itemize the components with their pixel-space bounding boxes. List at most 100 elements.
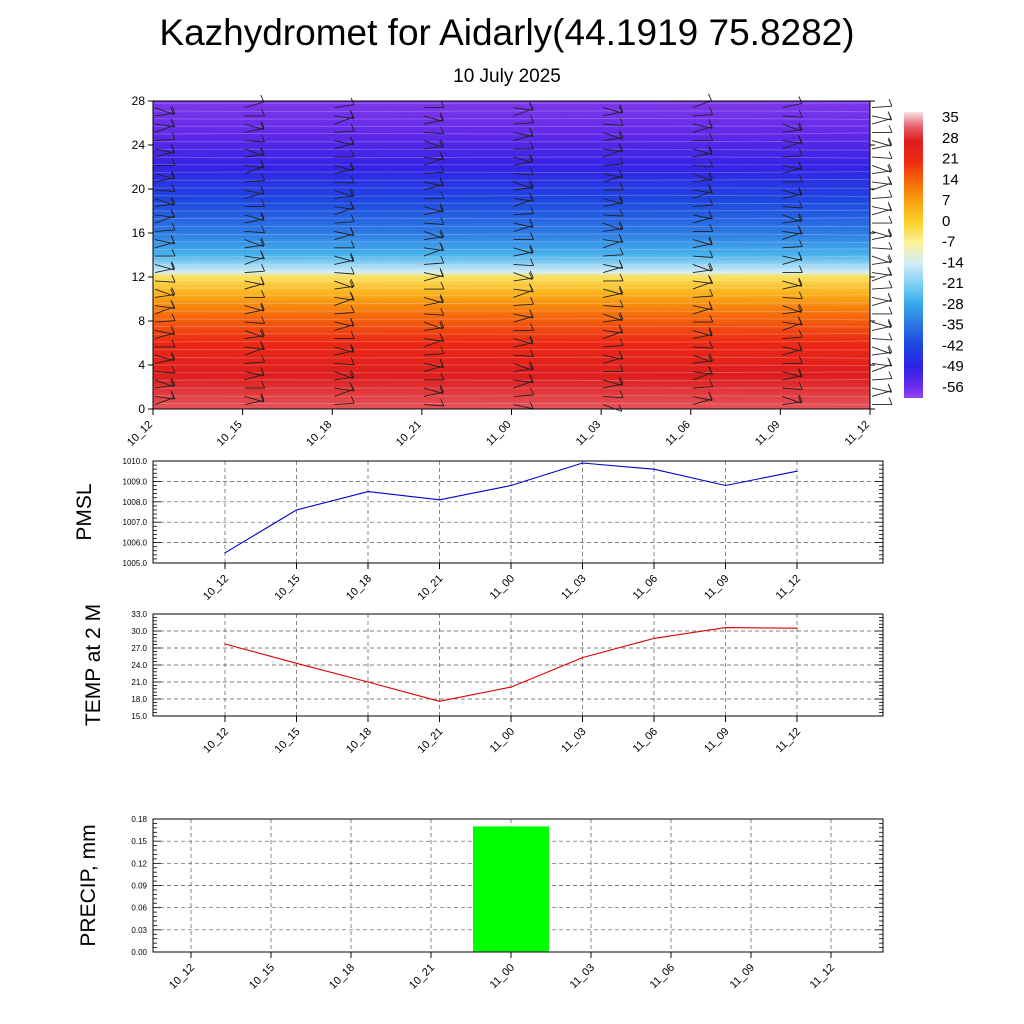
wind-barb	[603, 364, 624, 373]
wind-barb	[692, 121, 713, 129]
isotherm-line	[152, 318, 871, 321]
y-tick-label: 1005.0	[123, 559, 148, 568]
wind-barb	[782, 265, 803, 274]
x-tick-label: 10_12	[201, 726, 231, 756]
wind-barb	[334, 319, 355, 327]
wind-barb	[334, 371, 354, 379]
wind-barb	[603, 338, 624, 348]
y-tick-label: 24.0	[131, 661, 147, 670]
wind-barb	[244, 225, 266, 234]
wind-barb	[692, 185, 714, 194]
y-axis-label: TEMP at 2 M	[82, 604, 105, 726]
x-tick-label: 11_09	[702, 726, 732, 756]
wind-barb	[423, 191, 445, 199]
wind-barb	[513, 375, 534, 384]
wind-barb	[871, 268, 893, 276]
wind-barb	[244, 239, 264, 247]
wind-barb	[513, 141, 534, 150]
wind-barb	[871, 371, 893, 381]
wind-barb	[782, 382, 803, 390]
wind-barb	[154, 132, 176, 142]
wind-barb	[513, 336, 534, 345]
wind-barb	[782, 305, 802, 313]
wind-barb	[782, 96, 803, 109]
x-tick-label: 11_12	[808, 962, 838, 992]
wind-barb	[334, 123, 355, 133]
wind-barb	[334, 202, 355, 210]
wind-barb	[155, 248, 176, 257]
y-tick-label: 0.03	[131, 926, 147, 935]
wind-barb	[692, 211, 713, 220]
wind-barb	[602, 196, 623, 205]
isotherm-line	[152, 332, 871, 335]
y-axis-label: PMSL	[73, 483, 96, 540]
wind-barb	[513, 246, 534, 254]
isotherm-line	[152, 356, 871, 359]
wind-barb	[244, 251, 265, 260]
wind-barb	[244, 290, 266, 298]
wind-barb	[423, 281, 445, 290]
data-point	[224, 643, 226, 645]
x-tick-label: 11_06	[663, 419, 693, 449]
x-tick-label: 11_12	[774, 573, 804, 603]
isotherm-line	[152, 132, 871, 135]
wind-barb	[244, 354, 266, 364]
wind-barb	[603, 235, 624, 243]
y-tick-label: 1010.0	[123, 457, 148, 466]
wind-barb	[244, 199, 266, 208]
wind-barb	[782, 239, 803, 249]
isotherm-line	[152, 148, 871, 151]
wind-barb	[244, 394, 265, 403]
wind-barb	[154, 391, 176, 400]
wind-barb	[244, 368, 265, 377]
precip-bar	[473, 826, 549, 952]
wind-barb	[782, 369, 803, 378]
colorbar-label: -21	[942, 275, 964, 292]
precip-chart: 0.00 0.03 0.06 0.09 0.12 0.15 0.18 10_12 10_15 10…	[77, 815, 884, 992]
isotherm-line	[152, 271, 871, 274]
x-tick-label: 11_12	[843, 419, 873, 449]
isotherm-line	[152, 395, 871, 398]
y-tick-label: 0	[138, 402, 145, 416]
wind-barb	[423, 152, 445, 161]
isotherm-line	[152, 178, 871, 181]
y-tick-label: 16	[132, 226, 146, 240]
isotherm-line	[152, 156, 871, 159]
y-tick-label: 1006.0	[123, 539, 148, 548]
y-tick-label: 1007.0	[123, 518, 148, 527]
wind-barb	[334, 240, 355, 249]
wind-barb	[423, 230, 444, 239]
isotherm-line	[152, 364, 871, 367]
plot-frame	[152, 460, 884, 564]
wind-barb	[603, 118, 624, 126]
wind-barb	[692, 367, 714, 375]
y-tick-label: 30.0	[131, 627, 147, 636]
wind-barb	[334, 111, 355, 120]
wind-barb	[513, 258, 534, 267]
wind-barb	[692, 288, 714, 298]
wind-barb	[244, 316, 266, 324]
wind-barb	[602, 287, 623, 296]
wind-barb	[423, 165, 445, 175]
y-tick-label: 0.09	[131, 882, 147, 891]
wind-barb	[334, 149, 355, 158]
wind-barb	[692, 224, 714, 232]
colorbar-label: 35	[942, 109, 959, 126]
temperature-field	[153, 101, 870, 409]
data-point	[581, 657, 584, 659]
x-tick-label: 11_03	[574, 419, 604, 449]
data-point	[295, 509, 298, 511]
colorbar-label: 28	[942, 130, 959, 147]
wind-barb	[602, 105, 623, 114]
x-tick-label: 11_06	[648, 962, 678, 992]
wind-barb	[423, 360, 444, 368]
wind-barb	[871, 164, 892, 173]
wind-barb	[334, 254, 354, 263]
wind-barb	[782, 253, 803, 261]
x-tick-label: 11_06	[631, 726, 661, 756]
x-tick-label: 10_21	[394, 419, 424, 449]
wind-barb	[334, 137, 355, 146]
wind-barb	[155, 158, 176, 166]
wind-barb	[782, 136, 803, 144]
wind-barb	[692, 263, 712, 272]
